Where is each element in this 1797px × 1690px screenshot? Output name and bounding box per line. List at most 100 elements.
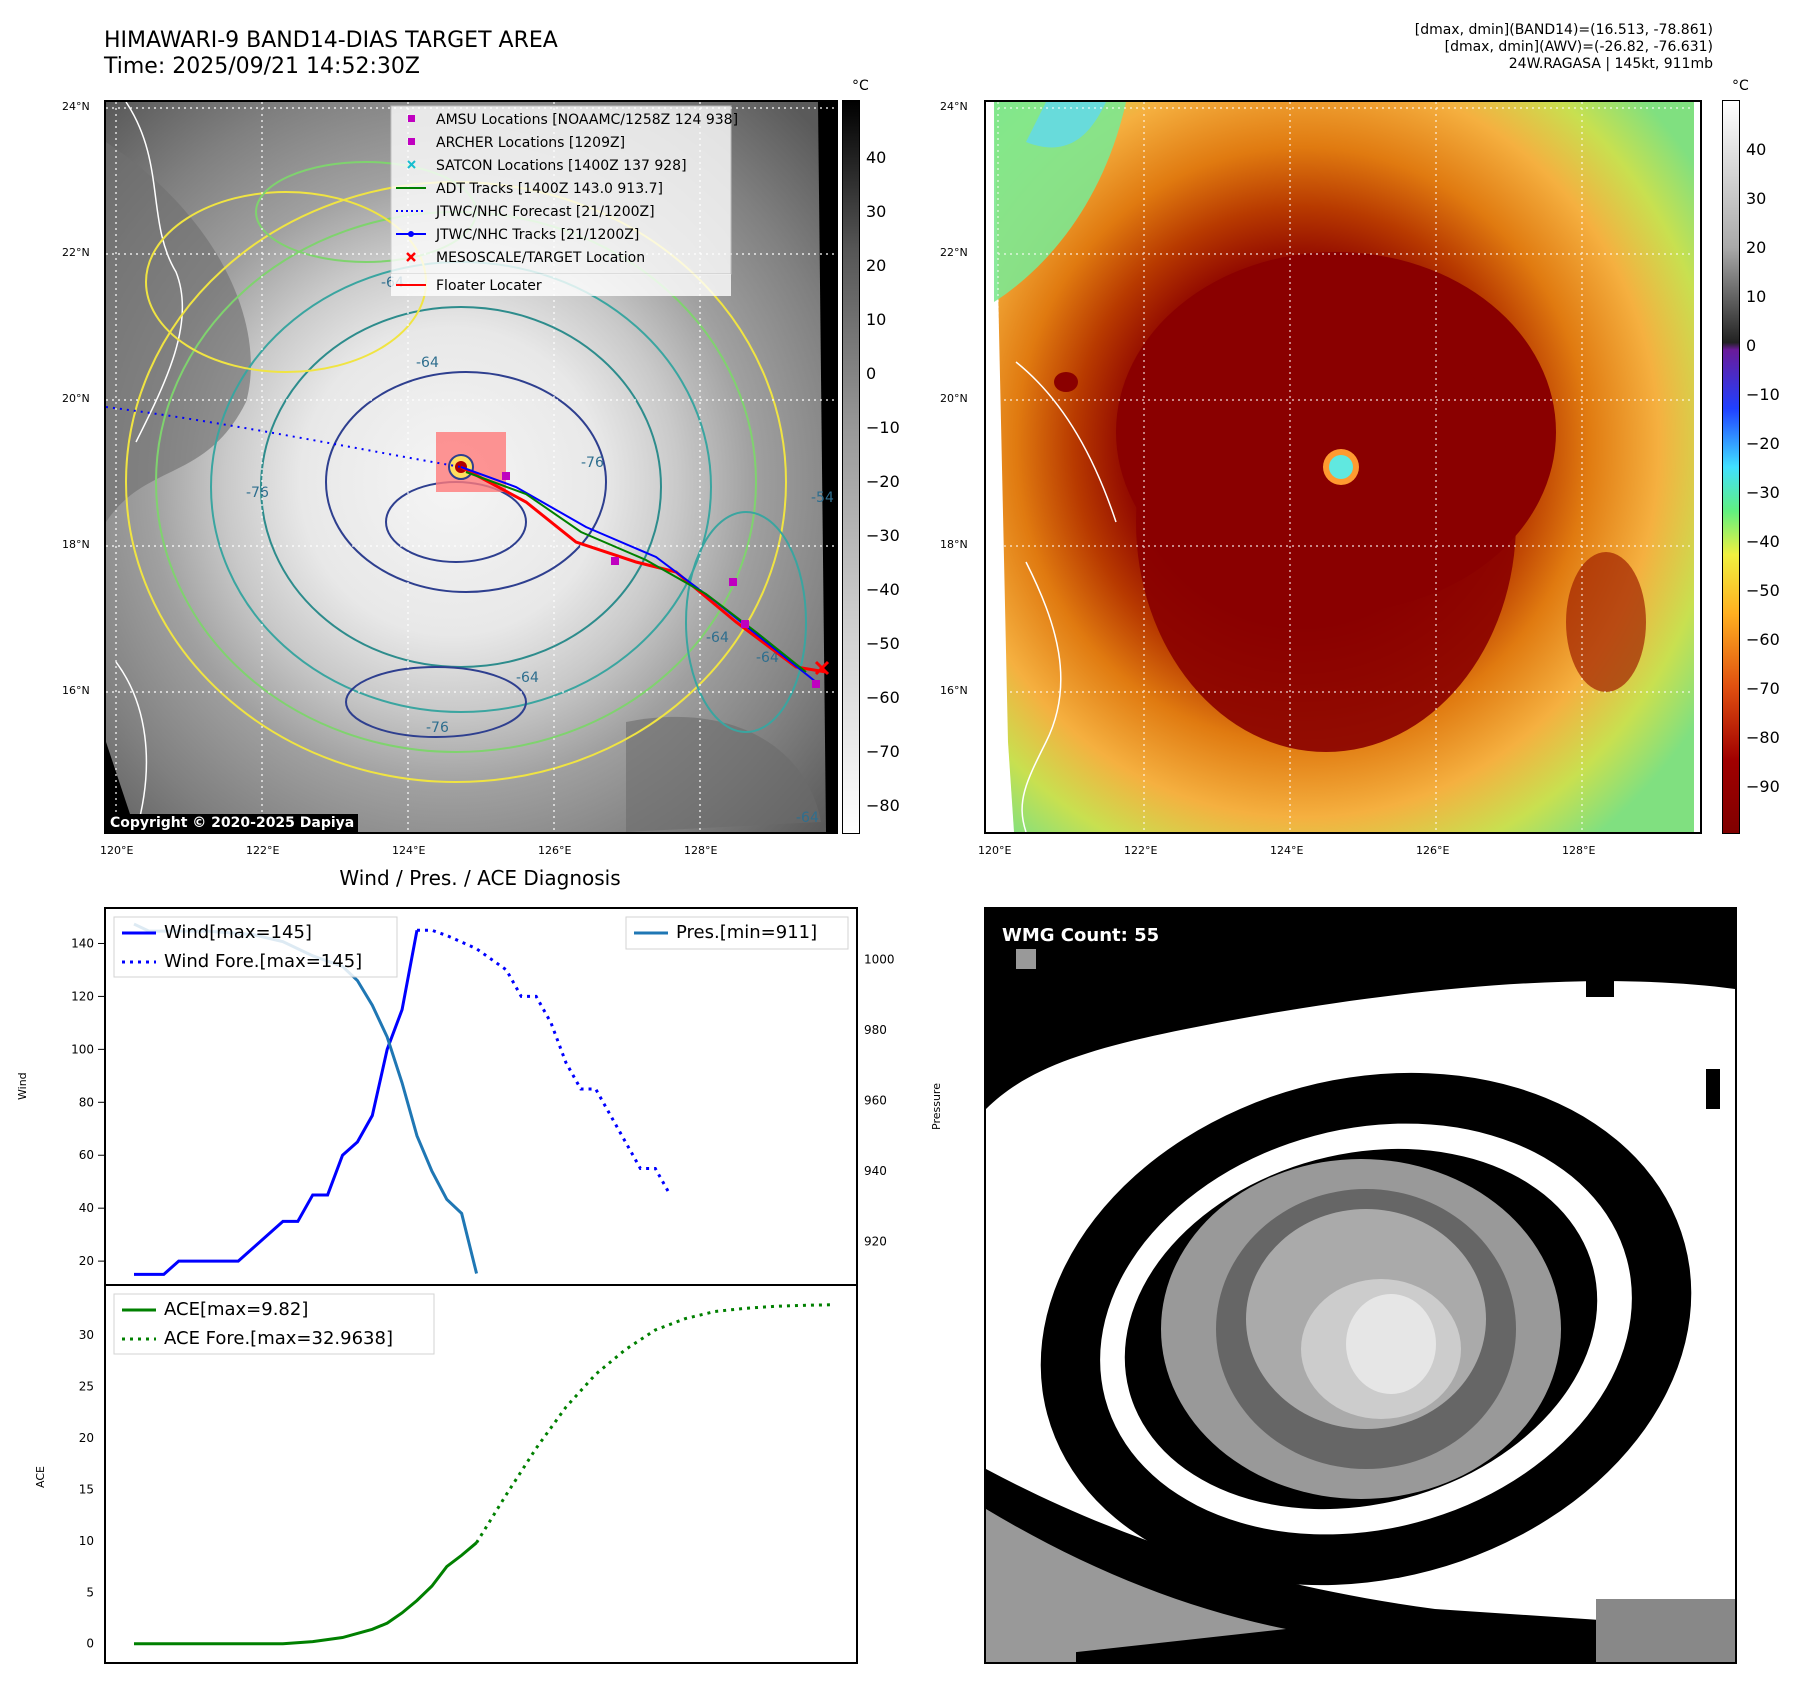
ace-tick-label: 0 <box>86 1637 94 1651</box>
ace-chart: 0 5 10 15 20 25 30 ACE[max=9.82] ACE Fore.[max… <box>79 1284 858 1664</box>
ace-series-line-0 <box>134 1541 478 1646</box>
legend-satcon: SATCON Locations [1400Z 137 928] <box>436 158 687 174</box>
lon-label: 122°E <box>1124 844 1158 857</box>
lat-label: 18°N <box>62 538 90 551</box>
legend-amsu: AMSU Locations [NOAAMC/1258Z 124 938] <box>436 112 738 128</box>
band14-map: -64 -64 -76 -76 -76 -64 -64 -64 -54 -64 <box>104 100 838 834</box>
colorbar-tick: 30 <box>866 202 887 221</box>
gray-colorbar <box>842 100 860 834</box>
ace-series-line-1 <box>475 1303 835 1544</box>
contour-label: -64 <box>516 670 539 686</box>
colorbar-tick: −80 <box>1746 728 1780 747</box>
band14-map-image: -64 -64 -76 -76 -76 -64 -64 -64 -54 -64 <box>106 102 836 832</box>
colorbar-tick: −40 <box>1746 532 1780 551</box>
legend-floater: Floater Locater <box>436 278 542 294</box>
lon-label: 120°E <box>978 844 1012 857</box>
series-line-0 <box>134 929 419 1276</box>
contour-label: -76 <box>426 720 449 736</box>
color-ir-map <box>984 100 1702 834</box>
colorbar-tick: −20 <box>866 472 900 491</box>
ace-tick-label: 5 <box>86 1585 94 1599</box>
colorbar-tick: 30 <box>1746 189 1767 208</box>
lat-label: 16°N <box>62 684 90 697</box>
colorbar-tick: −40 <box>866 580 900 599</box>
storm-summary: 24W.RAGASA | 145kt, 911mb <box>1508 56 1713 72</box>
pressure-tick-label: 980 <box>864 1023 887 1037</box>
lat-label: 24°N <box>940 100 968 113</box>
colorbar-tick: 10 <box>1746 287 1767 306</box>
legend-mesoscale: MESOSCALE/TARGET Location <box>436 250 645 266</box>
colorbar-tick: −10 <box>866 418 900 437</box>
wind-tick-label: 60 <box>79 1148 94 1162</box>
ace-tick-label: 20 <box>79 1431 94 1445</box>
ace-tick-label: 30 <box>79 1328 94 1342</box>
lat-label: 16°N <box>940 684 968 697</box>
colorbar-tick: 0 <box>866 364 877 383</box>
colorbar-tick: −50 <box>866 634 900 653</box>
lat-label: 22°N <box>62 246 90 259</box>
lat-label: 18°N <box>940 538 968 551</box>
legend-adt: ADT Tracks [1400Z 143.0 913.7] <box>436 181 663 197</box>
colorbar-tick: −60 <box>866 688 900 707</box>
ace-axis-label: ACE <box>34 1466 47 1488</box>
lon-label: 128°E <box>684 844 718 857</box>
wind-pressure-chart: 20 40 60 80 100 120 140 920 940 960 980 1000 Wind[… <box>71 907 895 1286</box>
legend-pressure: Pres.[min=911] <box>676 922 817 943</box>
colorbar-tick: −60 <box>1746 630 1780 649</box>
wind-pressure-svg: 20 40 60 80 100 120 140 920 940 960 980 1000 Wind[… <box>71 907 895 1286</box>
legend-jtwc-tracks: JTWC/NHC Tracks [21/1200Z] <box>435 227 639 243</box>
colorbar-tick: −70 <box>1746 679 1780 698</box>
colorbar-tick: 10 <box>866 310 887 329</box>
title-line-2: Time: 2025/09/21 14:52:30Z <box>104 54 420 79</box>
color-colorbar <box>1722 100 1740 834</box>
lon-label: 124°E <box>1270 844 1304 857</box>
legend-jtwc-forecast: JTWC/NHC Forecast [21/1200Z] <box>435 204 655 220</box>
colorbar-tick: −10 <box>1746 385 1780 404</box>
lat-label: 20°N <box>62 392 90 405</box>
gray-colorbar-unit: °C <box>852 78 869 94</box>
lat-label: 22°N <box>940 246 968 259</box>
band14-stats: [dmax, dmin](BAND14)=(16.513, -78.861) <box>1414 22 1713 38</box>
contour-label: -64 <box>756 650 779 666</box>
legend-ace-forecast: ACE Fore.[max=32.9638] <box>164 1328 393 1349</box>
wind-tick-label: 100 <box>71 1042 94 1056</box>
wind-legend-left: Wind[max=145] Wind Fore.[max=145] <box>113 916 398 978</box>
color-ir-map-image <box>986 102 1700 832</box>
page-title: HIMAWARI-9 BAND14-DIAS TARGET AREA Time:… <box>104 28 558 80</box>
pressure-tick-label: 960 <box>864 1094 887 1108</box>
colorbar-tick: 40 <box>1746 140 1767 159</box>
awv-stats: [dmax, dmin](AWV)=(-26.82, -76.631) <box>1444 39 1713 55</box>
colorbar-tick: −70 <box>866 742 900 761</box>
lon-label: 126°E <box>1416 844 1450 857</box>
colorbar-tick: −80 <box>866 796 900 815</box>
lat-label: 20°N <box>940 392 968 405</box>
legend-ace: ACE[max=9.82] <box>164 1299 308 1320</box>
pressure-tick-label: 940 <box>864 1164 887 1178</box>
ace-tick-label: 15 <box>79 1482 94 1496</box>
stats-block: [dmax, dmin](BAND14)=(16.513, -78.861) [… <box>1415 22 1713 73</box>
title-line-1: HIMAWARI-9 BAND14-DIAS TARGET AREA <box>104 28 558 53</box>
colorbar-tick: −90 <box>1746 777 1780 796</box>
wind-axis-label: Wind <box>16 1072 29 1100</box>
contour-label: -64 <box>796 810 819 826</box>
colorbar-tick: −30 <box>1746 483 1780 502</box>
colorbar-tick: 20 <box>1746 238 1767 257</box>
contour-label: -76 <box>581 455 604 471</box>
contour-label: -54 <box>811 490 834 506</box>
legend-wind: Wind[max=145] <box>164 922 312 943</box>
wmg-panel: WMG Count: 55 <box>984 907 1737 1664</box>
color-colorbar-unit: °C <box>1732 78 1749 94</box>
colorbar-tick: −30 <box>866 526 900 545</box>
contour-label: -64 <box>706 630 729 646</box>
contour-label: -76 <box>246 485 269 501</box>
lat-label: 24°N <box>62 100 90 113</box>
wind-tick-label: 40 <box>79 1201 94 1215</box>
lon-label: 126°E <box>538 844 572 857</box>
wmg-image <box>986 909 1735 1662</box>
wind-tick-label: 20 <box>79 1254 94 1268</box>
wind-tick-label: 80 <box>79 1095 94 1109</box>
wind-tick-label: 140 <box>71 936 94 950</box>
pressure-tick-label: 920 <box>864 1235 887 1249</box>
lon-label: 128°E <box>1562 844 1596 857</box>
pressure-axis-label: Pressure <box>930 1083 943 1130</box>
